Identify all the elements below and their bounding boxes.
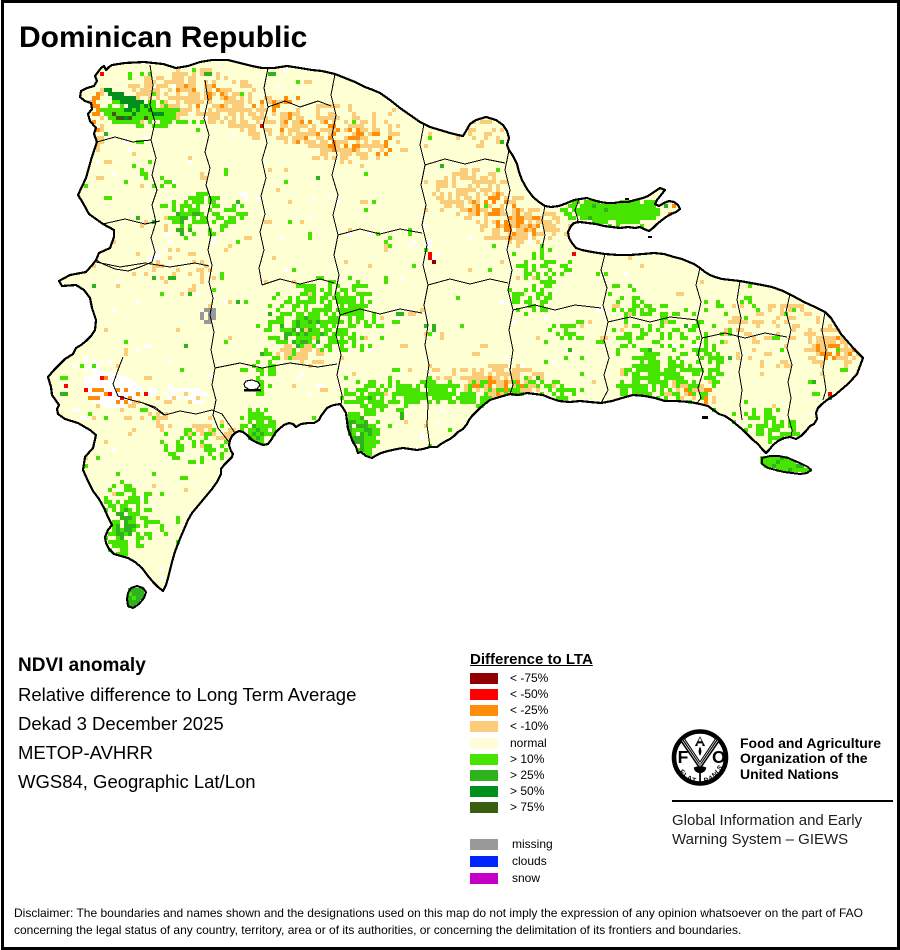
svg-text:S: S — [716, 764, 725, 772]
svg-text:P: P — [703, 777, 709, 785]
svg-text:A: A — [686, 775, 693, 783]
svg-text:F: F — [678, 769, 686, 777]
svg-text:A: A — [708, 774, 715, 782]
svg-text:F: F — [678, 747, 689, 767]
svg-text:T: T — [691, 777, 697, 785]
svg-text:I: I — [714, 769, 720, 776]
svg-text:O: O — [712, 747, 726, 767]
svg-text:N: N — [711, 771, 719, 780]
svg-text:I: I — [682, 772, 687, 779]
